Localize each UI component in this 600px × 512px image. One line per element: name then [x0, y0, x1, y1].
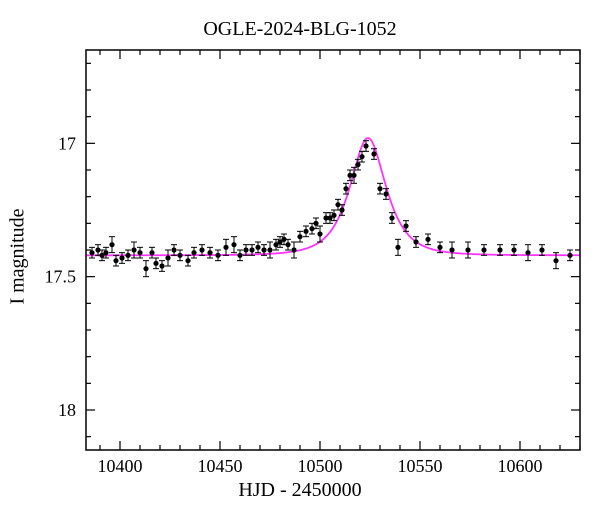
y-tick-label: 18	[58, 400, 76, 420]
data-point	[249, 247, 254, 252]
data-point	[343, 186, 348, 191]
data-point	[389, 215, 394, 220]
data-point	[159, 263, 164, 268]
data-point	[231, 242, 236, 247]
data-point	[153, 261, 158, 266]
data-point	[553, 258, 558, 263]
data-point	[207, 250, 212, 255]
data-point	[497, 247, 502, 252]
data-point	[425, 237, 430, 242]
data-point	[449, 247, 454, 252]
data-point	[199, 247, 204, 252]
data-point	[285, 242, 290, 247]
data-point	[255, 245, 260, 250]
data-point	[137, 250, 142, 255]
x-tick-label: 10400	[98, 456, 143, 476]
data-point	[303, 229, 308, 234]
data-point	[171, 247, 176, 252]
data-point	[185, 258, 190, 263]
data-point	[363, 143, 368, 148]
data-point	[113, 258, 118, 263]
data-point	[331, 213, 336, 218]
data-point	[143, 266, 148, 271]
data-point	[119, 255, 124, 260]
data-point	[413, 239, 418, 244]
data-point	[359, 154, 364, 159]
data-point	[215, 253, 220, 258]
data-point	[267, 247, 272, 252]
data-point	[297, 234, 302, 239]
axes-box	[86, 50, 580, 450]
model-curve	[86, 138, 580, 255]
data-point	[465, 247, 470, 252]
data-point	[165, 255, 170, 260]
x-tick-label: 10450	[198, 456, 243, 476]
data-point	[567, 253, 572, 258]
data-point	[525, 250, 530, 255]
data-point	[291, 247, 296, 252]
data-point	[539, 247, 544, 252]
data-point	[109, 242, 114, 247]
data-point	[377, 186, 382, 191]
data-point	[125, 253, 130, 258]
data-point	[177, 253, 182, 258]
data-point	[371, 151, 376, 156]
data-point	[511, 247, 516, 252]
data-point	[339, 207, 344, 212]
data-point	[243, 247, 248, 252]
x-tick-label: 10550	[398, 456, 443, 476]
x-tick-label: 10500	[298, 456, 343, 476]
y-tick-label: 17	[58, 133, 76, 153]
data-point	[131, 247, 136, 252]
data-point	[403, 223, 408, 228]
data-point	[103, 250, 108, 255]
data-point	[89, 250, 94, 255]
data-point	[149, 250, 154, 255]
data-point	[191, 250, 196, 255]
data-point	[383, 191, 388, 196]
chart-svg: 10400 10450 10500 10550 10600 17 17.5 18	[0, 0, 600, 512]
x-tick-label: 10600	[498, 456, 543, 476]
data-point	[395, 245, 400, 250]
data-point	[313, 221, 318, 226]
data-point	[481, 247, 486, 252]
data-point	[261, 247, 266, 252]
data-point	[355, 162, 360, 167]
y-tick-label: 17.5	[45, 267, 77, 287]
data-point	[351, 173, 356, 178]
data-point	[237, 253, 242, 258]
data-point	[437, 245, 442, 250]
data-point	[223, 245, 228, 250]
data-point	[317, 231, 322, 236]
